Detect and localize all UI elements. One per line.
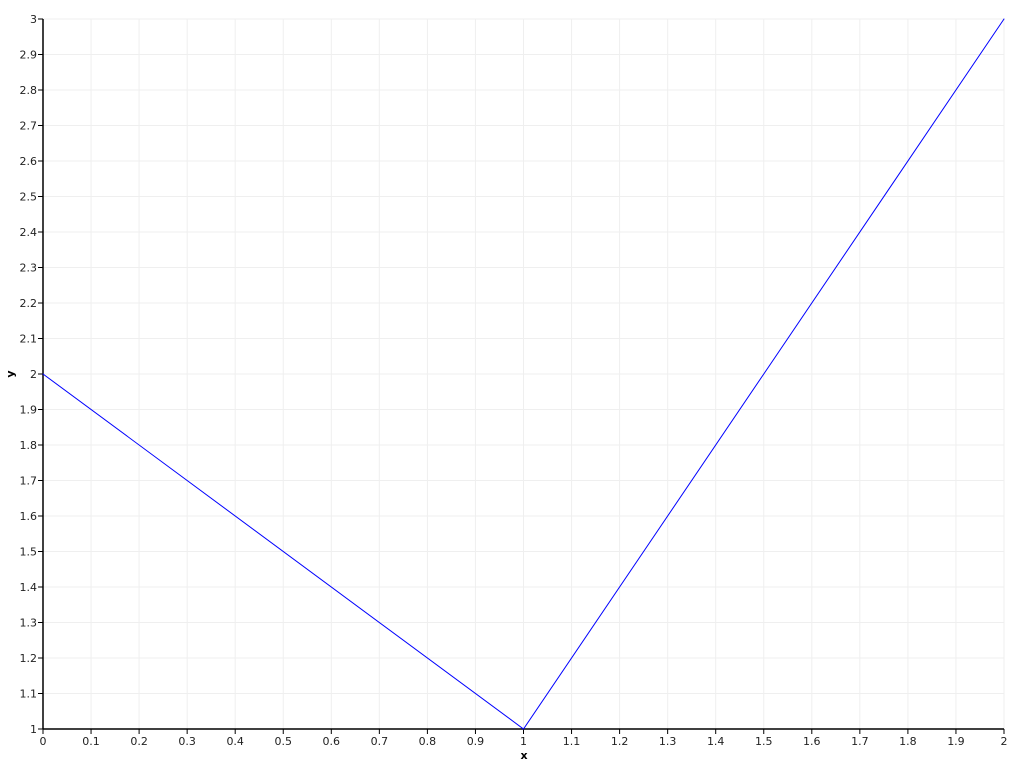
y-tick-label: 1.9 [20, 404, 38, 417]
y-tick-label: 3 [30, 13, 37, 26]
y-tick-label: 1 [30, 723, 37, 736]
y-tick-label: 1.8 [20, 439, 38, 452]
x-tick-label: 1.4 [707, 735, 725, 748]
x-tick-label: 0.2 [130, 735, 148, 748]
series [42, 18, 1005, 730]
x-tick-label: 0.5 [275, 735, 293, 748]
x-tick-label: 0.3 [178, 735, 196, 748]
x-tick-label: 1 [520, 735, 527, 748]
y-tick-label: 2 [30, 368, 37, 381]
y-tick-label: 2.7 [20, 120, 38, 133]
data-point [1003, 18, 1005, 20]
data-point [523, 728, 524, 730]
x-tick-label: 0 [40, 735, 47, 748]
y-axis-label: y [4, 370, 17, 377]
y-tick-label: 2.5 [20, 191, 38, 204]
y-tick-label: 1.5 [20, 546, 38, 559]
y-tick-label: 2.3 [20, 262, 38, 275]
x-tick-label: 1.8 [899, 735, 917, 748]
ticks: 0 0.1 0.2 0.3 0.4 0.5 0.6 0.7 0.8 0.9 1 1.1 1.2 1.3 1.… [20, 13, 1008, 748]
x-tick-label: 2 [1001, 735, 1008, 748]
y-tick-label: 2.1 [20, 333, 38, 346]
y-tick-label: 2.6 [20, 155, 38, 168]
y-tick-label: 2.8 [20, 84, 38, 97]
x-tick-label: 1.3 [659, 735, 677, 748]
x-tick-label: 1.9 [947, 735, 965, 748]
x-tick-label: 0.1 [82, 735, 100, 748]
data-point [42, 373, 44, 375]
x-tick-label: 0.9 [467, 735, 485, 748]
y-tick-label: 1.7 [20, 475, 38, 488]
x-tick-label: 1.6 [803, 735, 821, 748]
x-tick-label: 0.8 [419, 735, 437, 748]
y-tick-label: 2.4 [20, 226, 38, 239]
x-tick-label: 0.4 [226, 735, 244, 748]
y-tick-label: 2.9 [20, 49, 38, 62]
x-tick-label: 1.1 [563, 735, 581, 748]
y-tick-label: 2.2 [20, 297, 38, 310]
x-tick-label: 1.7 [851, 735, 869, 748]
x-tick-label: 1.2 [611, 735, 629, 748]
x-tick-label: 0.6 [323, 735, 341, 748]
y-tick-label: 1.1 [20, 688, 38, 701]
grid [42, 18, 1005, 730]
y-tick-label: 1.6 [20, 510, 38, 523]
y-tick-label: 1.2 [20, 652, 38, 665]
x-tick-label: 1.5 [755, 735, 773, 748]
x-axis-label: x [520, 749, 527, 762]
y-tick-label: 1.4 [20, 581, 38, 594]
x-tick-label: 0.7 [371, 735, 389, 748]
y-tick-label: 1.3 [20, 617, 38, 630]
